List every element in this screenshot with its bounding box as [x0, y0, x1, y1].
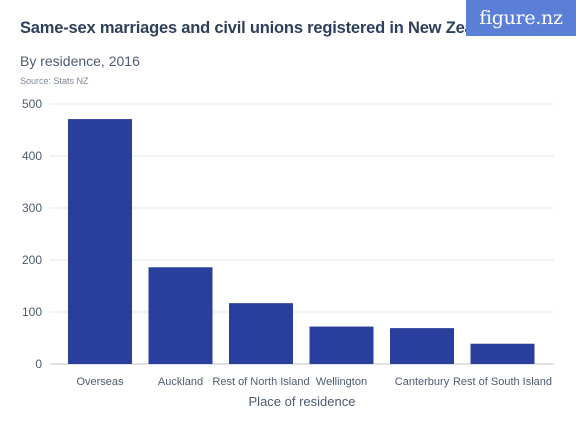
bar-overseas[interactable] [68, 119, 132, 364]
x-category-label: Auckland [158, 376, 203, 388]
bar-rest-of-north-island[interactable] [229, 303, 293, 364]
bars [68, 119, 535, 364]
bar-rest-of-south-island[interactable] [470, 343, 535, 364]
x-category-label: Wellington [316, 376, 367, 388]
y-tick-label: 400 [22, 149, 42, 163]
y-tick-label: 0 [35, 357, 42, 371]
x-category-label: Overseas [76, 376, 124, 388]
chart-subtitle: By residence, 2016 [20, 53, 140, 69]
y-tick-label: 100 [22, 305, 42, 319]
figure-nz-logo[interactable]: figure.nz [466, 0, 576, 36]
bar-wellington[interactable] [309, 326, 374, 364]
grid-lines [50, 103, 554, 365]
x-category-label: Canterbury [395, 376, 450, 388]
x-category-label: Rest of North Island [212, 376, 309, 388]
x-category-label: Rest of South Island [453, 376, 552, 388]
chart-source: Source: Stats NZ [20, 76, 89, 86]
y-tick-label: 500 [22, 97, 42, 111]
y-tick-label: 200 [22, 253, 42, 267]
x-axis-title: Place of residence [249, 394, 356, 409]
y-axis-ticks: 0 100 200 300 400 500 [22, 97, 42, 371]
y-tick-label: 300 [22, 201, 42, 215]
bar-canterbury[interactable] [390, 328, 454, 364]
x-axis-categories: Overseas Auckland Rest of North Island Well… [76, 376, 552, 388]
chart-title: Same-sex marriages and civil unions regi… [20, 19, 507, 37]
bar-auckland[interactable] [148, 267, 213, 364]
